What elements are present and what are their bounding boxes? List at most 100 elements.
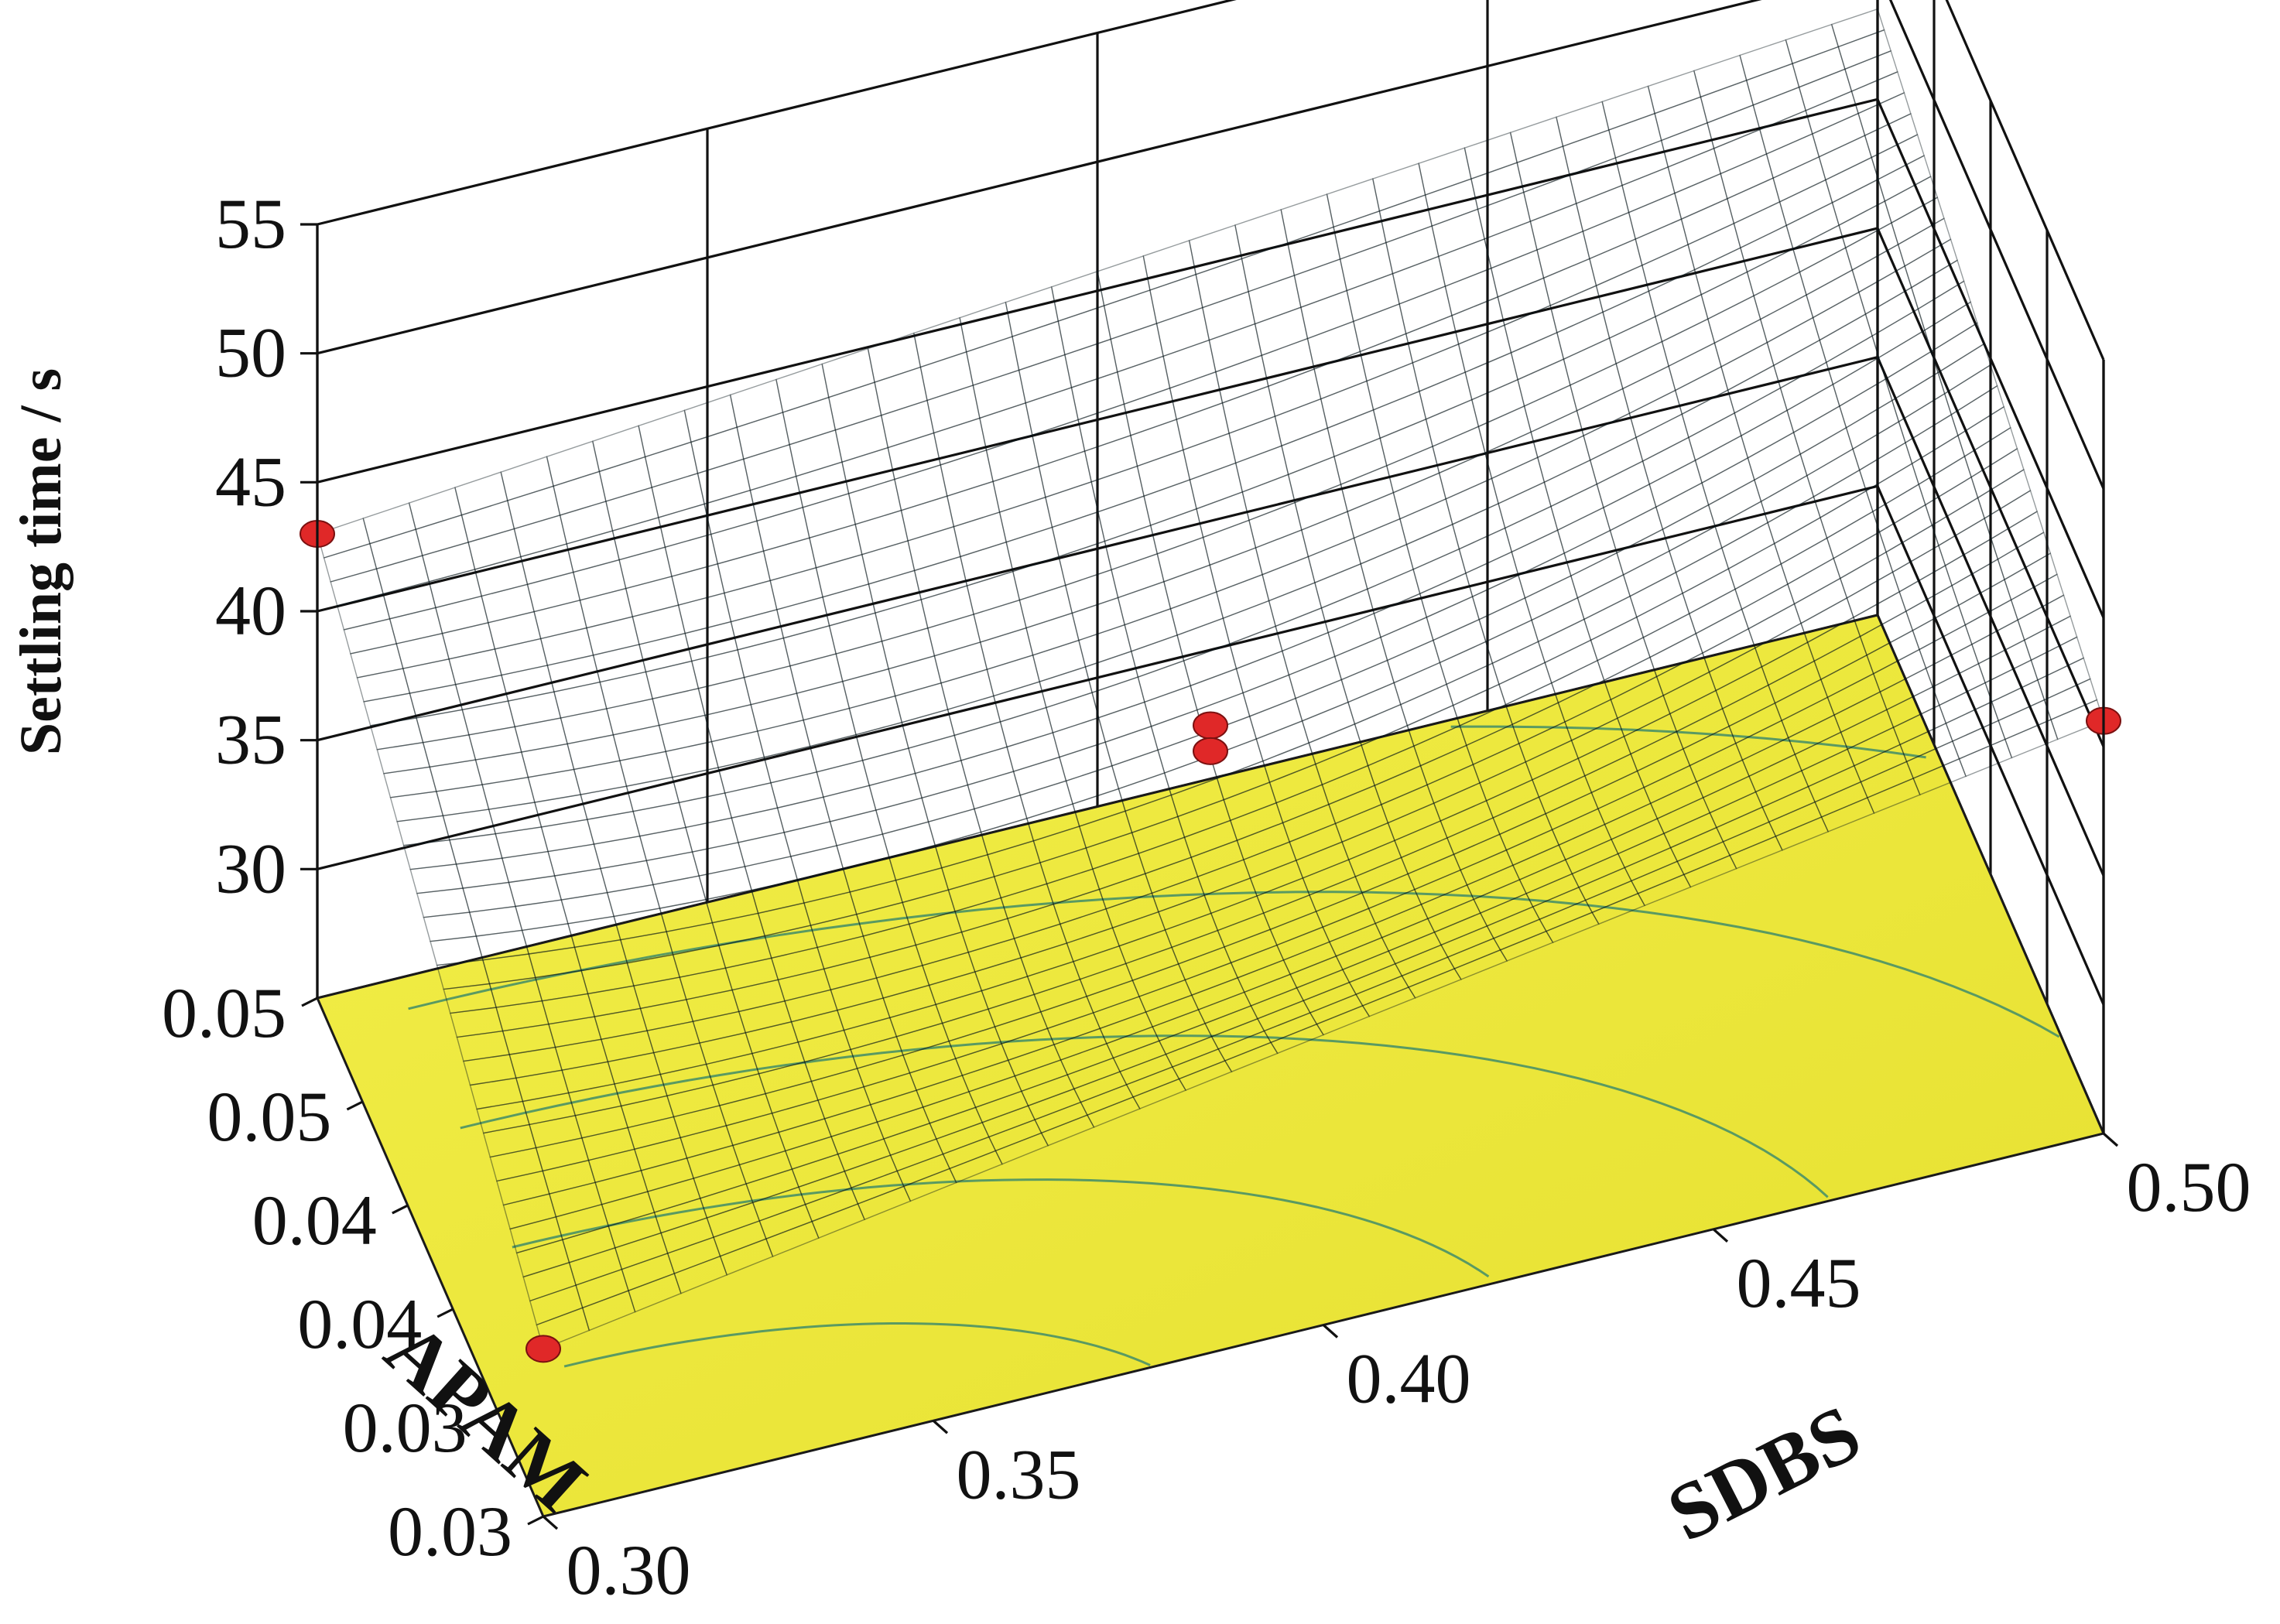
surface-patch <box>1380 784 1435 824</box>
surface-patch <box>995 1132 1049 1165</box>
surface-patch <box>1078 624 1132 668</box>
surface-patch <box>1518 552 1572 599</box>
surface-patch <box>915 931 970 966</box>
surface-patch <box>1693 54 1748 98</box>
surface-patch <box>612 724 667 762</box>
y-tick <box>346 1100 364 1111</box>
surface-patch <box>481 583 535 624</box>
surface-patch <box>822 583 876 627</box>
surface-patch <box>1281 631 1336 676</box>
surface-patch <box>1105 892 1159 929</box>
surface-patch <box>940 853 995 891</box>
y-tick-label: 0.04 <box>297 1284 422 1363</box>
surface-patch <box>1807 764 1862 803</box>
surface-patch <box>1326 178 1381 228</box>
surface-patch <box>575 1268 629 1309</box>
surface-patch <box>408 487 463 531</box>
surface-patch <box>1866 629 1920 675</box>
surface-patch <box>1866 778 1921 814</box>
surface-patch <box>1891 197 1945 246</box>
surface-patch <box>1977 639 2032 684</box>
surface-patch <box>2010 573 2065 621</box>
surface-patch <box>1621 166 1676 214</box>
surface-patch <box>1165 1035 1220 1068</box>
surface-patch <box>1170 778 1225 818</box>
surface-patch <box>993 862 1048 899</box>
surface-patch <box>2037 657 2091 701</box>
surface-patch <box>1977 468 2032 520</box>
surface-patch <box>1025 612 1080 656</box>
surface-patch <box>1490 249 1545 298</box>
surface-patch <box>1464 351 1518 401</box>
surface-patch <box>1563 529 1618 577</box>
surface-patch <box>1549 285 1604 333</box>
surface-patch <box>1045 480 1099 528</box>
surface-patch <box>762 537 817 582</box>
surface-patch <box>1479 892 1534 927</box>
surface-patch <box>1708 647 1763 692</box>
surface-patch <box>685 989 740 1023</box>
wall-gridline-z <box>317 0 2105 361</box>
surface-patch <box>1707 295 1761 344</box>
surface-patch <box>1406 704 1461 747</box>
surface-patch <box>690 426 745 474</box>
surface-patch <box>1523 384 1578 433</box>
surface-patch <box>619 750 673 788</box>
surface-patch <box>1183 643 1238 687</box>
surface-patch <box>1471 574 1526 621</box>
surface-patch <box>1504 304 1558 354</box>
surface-patch <box>548 1181 603 1218</box>
surface-patch <box>875 599 929 642</box>
x-tick-label: 0.45 <box>1737 1243 1861 1322</box>
surface-patch <box>1371 162 1426 212</box>
surface-patch <box>581 1290 636 1332</box>
surface-patch <box>909 1058 964 1092</box>
surface-patch <box>856 1054 911 1088</box>
surface-patch <box>1020 942 1074 977</box>
surface-patch <box>1320 588 1375 634</box>
surface-patch <box>1104 725 1159 767</box>
surface-patch <box>1944 538 1999 586</box>
surface-patch <box>1739 39 1793 81</box>
surface-patch <box>1368 888 1422 925</box>
surface-patch <box>1879 667 1934 711</box>
surface-patch <box>1386 639 1441 684</box>
surface-patch <box>1130 634 1185 679</box>
surface-patch <box>935 1121 990 1155</box>
surface-patch <box>830 977 885 1011</box>
surface-patch <box>1615 340 1669 390</box>
surface-patch <box>1013 923 1068 959</box>
surface-patch <box>1040 1114 1095 1147</box>
surface-patch <box>1871 134 1925 180</box>
surface-patch <box>1071 597 1126 641</box>
surface-patch <box>1164 912 1219 949</box>
surface-patch <box>1072 945 1127 980</box>
surface-patch <box>1097 495 1152 542</box>
surface-patch <box>1388 931 1443 965</box>
surface-patch <box>2004 719 2059 759</box>
surface-patch <box>1859 610 1914 656</box>
design-point <box>1193 711 1228 740</box>
surface-patch <box>1249 860 1304 897</box>
surface-patch <box>908 734 962 774</box>
surface-patch <box>718 935 772 969</box>
surface-patch <box>1518 859 1573 894</box>
surface-patch <box>1183 819 1238 859</box>
surface-patch <box>1491 641 1546 685</box>
surface-patch <box>778 1118 833 1152</box>
surface-patch <box>1136 449 1191 497</box>
surface-patch <box>460 500 515 543</box>
surface-patch <box>435 595 489 634</box>
surface-patch <box>731 1131 786 1166</box>
surface-patch <box>529 1284 584 1326</box>
surface-patch <box>1583 753 1638 794</box>
surface-patch <box>1486 906 1541 939</box>
surface-patch <box>1674 173 1728 221</box>
surface-patch <box>476 1100 530 1134</box>
surface-patch <box>1667 147 1722 194</box>
surface-patch <box>1399 497 1453 545</box>
surface-patch <box>717 756 772 794</box>
surface-patch <box>1210 1017 1265 1050</box>
surface-patch <box>1171 929 1225 965</box>
surface-patch <box>1269 911 1324 946</box>
